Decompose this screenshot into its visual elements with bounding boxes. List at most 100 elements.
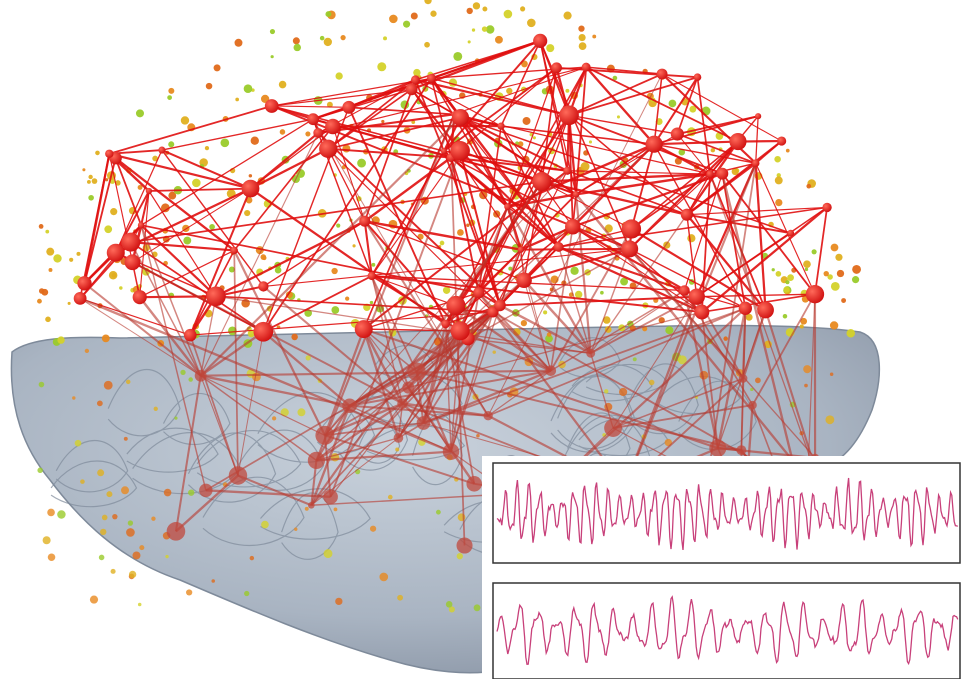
electrode xyxy=(457,229,464,236)
electrode xyxy=(563,11,571,19)
network-node xyxy=(559,105,579,125)
connection xyxy=(263,221,364,286)
electrode xyxy=(82,168,85,171)
network-node xyxy=(709,440,726,457)
network-node xyxy=(622,219,641,238)
electrode xyxy=(831,282,840,291)
electrode xyxy=(181,116,189,124)
network-node xyxy=(77,276,91,290)
electrode xyxy=(261,254,267,260)
electrode xyxy=(520,6,525,11)
network-node xyxy=(739,302,752,315)
scene xyxy=(0,0,961,679)
network-node xyxy=(755,113,761,119)
electrode xyxy=(97,400,103,406)
electrode xyxy=(669,100,677,108)
connection xyxy=(569,77,697,115)
network-node xyxy=(563,167,571,175)
electrode xyxy=(110,208,117,215)
electrode xyxy=(841,298,846,303)
electrode xyxy=(495,36,503,44)
electrode xyxy=(785,280,789,284)
connection xyxy=(586,67,654,144)
electrode xyxy=(389,15,398,24)
electrode xyxy=(482,26,487,31)
electrode xyxy=(800,324,804,328)
electrode xyxy=(151,517,155,521)
network-node xyxy=(265,99,279,113)
connection xyxy=(569,115,677,134)
electrode xyxy=(251,137,259,145)
network-node xyxy=(565,219,580,234)
electrode xyxy=(324,549,333,558)
electrode xyxy=(80,479,85,484)
electrode xyxy=(45,230,49,234)
connection xyxy=(815,207,827,294)
electrode xyxy=(47,509,55,517)
electrode xyxy=(852,276,859,283)
electrode xyxy=(803,260,811,268)
electrode xyxy=(395,448,399,452)
network-node xyxy=(456,537,472,553)
electrode xyxy=(188,377,193,382)
electrode xyxy=(168,141,174,147)
electrode xyxy=(775,176,783,184)
electrode xyxy=(345,297,349,301)
connection xyxy=(109,106,271,154)
electrode xyxy=(776,271,782,277)
electrode xyxy=(474,604,481,611)
electrode xyxy=(589,140,592,143)
electrode xyxy=(188,489,194,495)
electrode xyxy=(235,39,243,47)
network-node xyxy=(121,233,140,252)
network-node xyxy=(242,180,260,198)
electrode xyxy=(104,225,112,233)
electrode xyxy=(466,223,469,226)
connection xyxy=(272,106,349,107)
electrode xyxy=(774,156,781,163)
electrode xyxy=(37,468,42,473)
network-node xyxy=(657,69,668,80)
inset xyxy=(482,456,961,679)
electrode xyxy=(775,199,782,206)
electrode xyxy=(57,336,64,343)
network-node xyxy=(107,244,125,262)
network-node xyxy=(359,216,370,227)
electrode xyxy=(100,529,106,535)
electrode xyxy=(305,131,310,136)
electrode xyxy=(102,515,108,521)
electrode xyxy=(784,287,790,293)
network-node xyxy=(342,398,357,413)
connection xyxy=(654,142,738,145)
network-node xyxy=(752,159,760,167)
electrode xyxy=(68,302,71,305)
electrode xyxy=(687,234,695,242)
electrode xyxy=(331,306,339,314)
electrode xyxy=(250,556,254,560)
electrode xyxy=(377,62,386,71)
network-node xyxy=(787,230,794,237)
electrode xyxy=(244,591,249,596)
electrode xyxy=(112,514,117,519)
electrode xyxy=(324,38,332,46)
network-node xyxy=(158,147,165,154)
electrode xyxy=(205,146,209,150)
electrode xyxy=(37,299,42,304)
network-node xyxy=(406,83,418,95)
network-node xyxy=(441,148,447,154)
network-node xyxy=(402,382,414,394)
electrode xyxy=(521,320,527,326)
network-node xyxy=(308,502,315,509)
network-node xyxy=(497,122,504,129)
electrode xyxy=(570,267,578,275)
network-node xyxy=(105,150,113,158)
network-node xyxy=(325,119,340,134)
electrode xyxy=(446,601,453,608)
electrode xyxy=(476,434,480,438)
network-node xyxy=(545,365,556,376)
network-node xyxy=(313,128,323,138)
network-node xyxy=(138,222,145,229)
electrode xyxy=(543,310,547,314)
electrode xyxy=(837,270,844,277)
electrode xyxy=(39,224,44,229)
